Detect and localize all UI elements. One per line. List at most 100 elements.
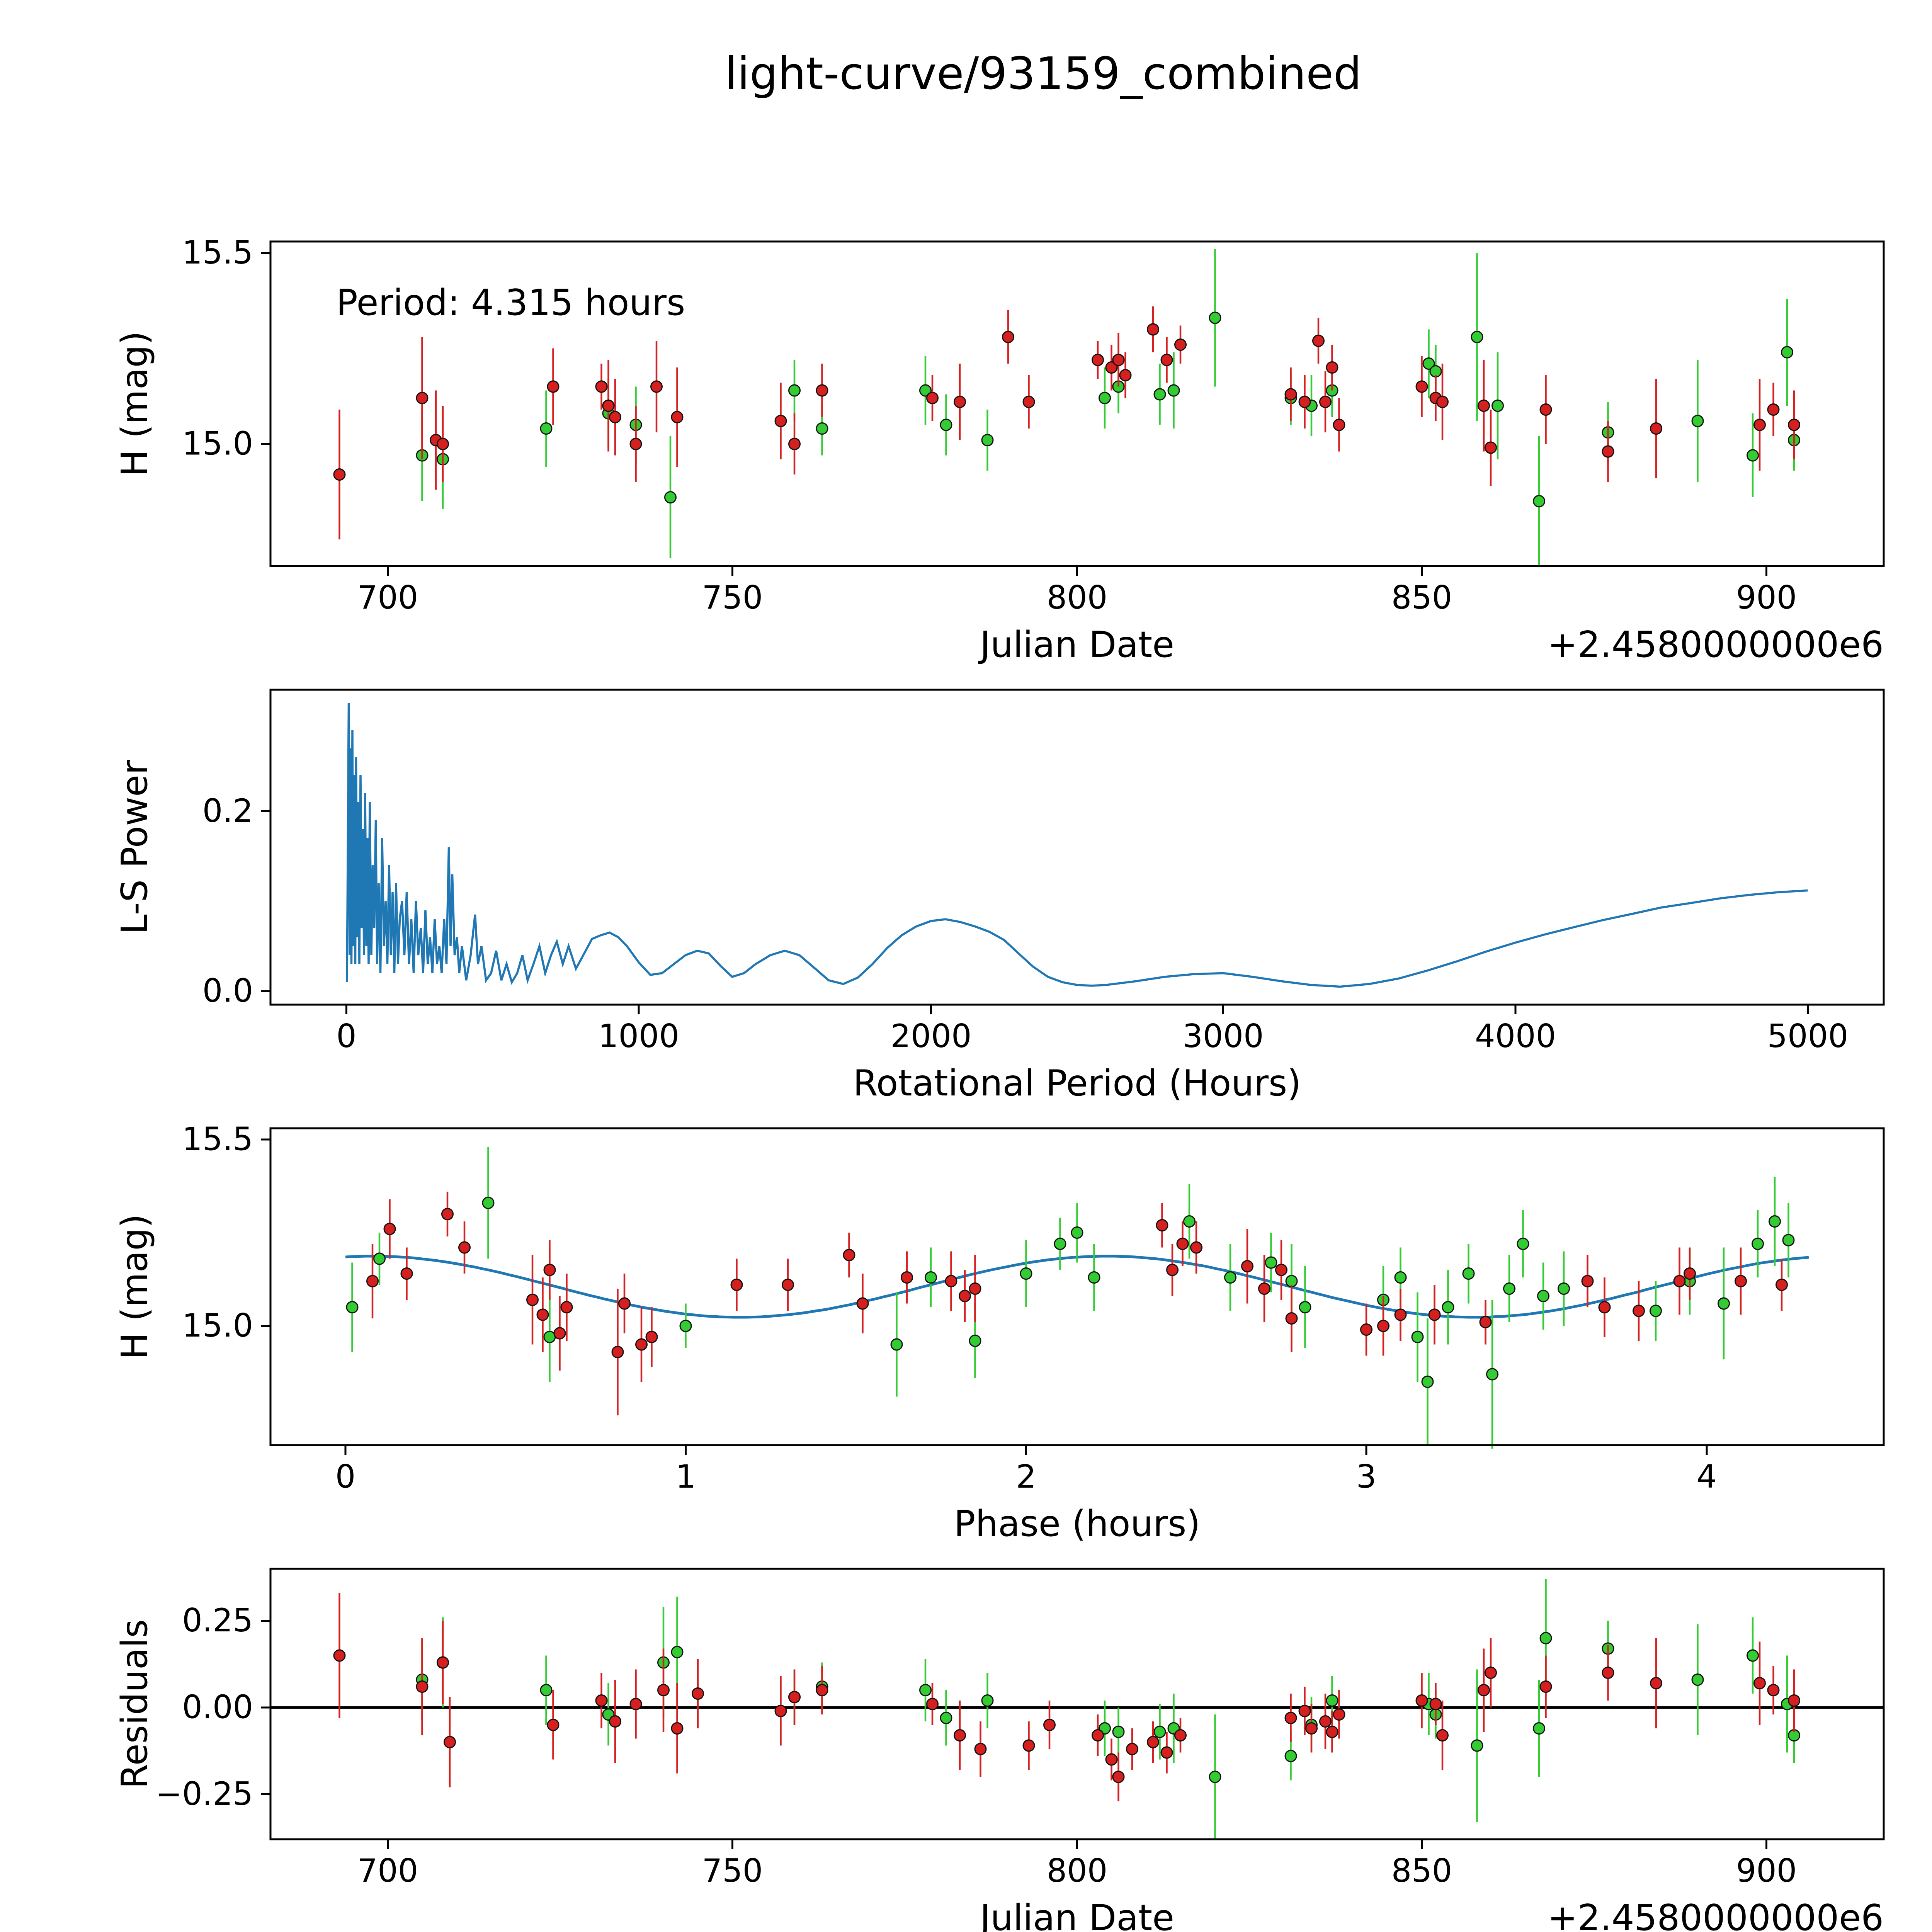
red-data-point — [333, 1649, 346, 1662]
green-data-point — [1183, 1215, 1196, 1228]
red-data-point — [788, 438, 801, 451]
red-data-point — [437, 1656, 449, 1669]
red-data-point — [444, 1736, 456, 1748]
red-data-point — [1767, 1684, 1780, 1696]
red-data-point — [1377, 1320, 1389, 1332]
red-data-point — [959, 1289, 971, 1302]
figure-title: light-curve/93159_combined — [725, 48, 1362, 100]
green-data-point — [1503, 1282, 1515, 1295]
red-data-point — [618, 1297, 631, 1310]
red-data-point — [441, 1208, 454, 1221]
green-data-point — [1782, 1234, 1795, 1247]
green-data-point — [1717, 1297, 1730, 1310]
red-data-point — [1160, 354, 1173, 366]
x-tick-label: 850 — [1391, 1852, 1452, 1889]
green-data-point — [1649, 1304, 1662, 1317]
green-data-point — [346, 1301, 359, 1313]
red-data-point — [645, 1330, 658, 1343]
panel-residuals: 700 750 800 850 900 −0.25 0.00 0.25 Julian Date +… — [114, 1568, 1885, 1932]
green-data-point — [1153, 1726, 1166, 1738]
red-data-point — [1436, 1729, 1449, 1742]
x-axis-label: Rotational Period (Hours) — [853, 1062, 1301, 1104]
green-data-point — [1411, 1330, 1424, 1343]
green-data-point — [1471, 331, 1483, 344]
x-tick-label: 700 — [357, 1852, 418, 1889]
x-tick-label: 900 — [1736, 1852, 1797, 1889]
y-axis-label: L-S Power — [114, 760, 155, 934]
y-axis-label: H (mag) — [114, 1214, 155, 1360]
red-data-point — [1650, 422, 1662, 435]
y-tick-label: 0.25 — [182, 1602, 253, 1639]
x-tick-label: 4 — [1697, 1458, 1717, 1495]
x-tick-label: 800 — [1047, 579, 1107, 616]
red-data-point — [1479, 1316, 1492, 1328]
red-data-point — [671, 1722, 684, 1735]
red-data-point — [458, 1241, 471, 1254]
green-data-point — [1768, 1215, 1781, 1228]
red-data-point — [843, 1248, 855, 1261]
x-tick-label: 2000 — [891, 1018, 972, 1055]
green-data-point — [1532, 1722, 1545, 1735]
red-data-point — [1477, 400, 1490, 412]
red-data-point — [1312, 335, 1325, 347]
y-tick-label: 15.5 — [182, 1121, 253, 1158]
red-data-point — [1415, 1694, 1428, 1707]
red-data-point — [1734, 1275, 1747, 1287]
red-data-point — [1258, 1282, 1271, 1295]
x-axis-offset-label: +2.4580000000e6 — [1548, 1897, 1884, 1932]
red-data-point — [945, 1275, 957, 1287]
red-data-point — [1484, 1666, 1497, 1679]
green-data-point — [890, 1338, 903, 1351]
x-tick-label: 750 — [702, 579, 763, 616]
red-data-point — [1146, 1736, 1159, 1748]
red-data-point — [1091, 1729, 1104, 1742]
red-data-point — [1767, 403, 1780, 416]
red-data-point — [609, 1715, 622, 1728]
red-data-point — [953, 1729, 966, 1742]
y-tick-label: 15.0 — [182, 425, 253, 463]
red-data-point — [953, 396, 966, 408]
red-data-point — [1333, 418, 1345, 431]
red-data-point — [629, 438, 642, 451]
green-data-point — [1537, 1289, 1549, 1302]
red-data-point — [547, 1718, 560, 1731]
red-data-point — [1394, 1308, 1407, 1321]
y-tick-label: 0.00 — [182, 1689, 253, 1726]
red-data-point — [609, 411, 622, 423]
red-data-point — [788, 1691, 801, 1704]
green-data-point — [924, 1271, 937, 1284]
red-data-point — [1160, 1746, 1173, 1759]
green-series — [416, 1579, 1800, 1839]
green-data-point — [1167, 384, 1180, 397]
panels-group: 700 750 800 850 900 15.0 15.5 Julian Date +2.458… — [114, 234, 1885, 1932]
green-data-point — [1153, 388, 1166, 401]
red-data-point — [692, 1687, 704, 1700]
red-data-point — [1105, 1753, 1118, 1766]
green-data-point — [1299, 1301, 1311, 1313]
red-data-point — [1632, 1304, 1645, 1317]
y-tick-label: 0.0 — [202, 973, 253, 1010]
green-data-point — [1517, 1237, 1529, 1250]
red-data-point — [774, 415, 787, 427]
green-data-point — [1265, 1256, 1277, 1269]
red-data-point — [333, 468, 346, 481]
red-data-point — [1002, 331, 1014, 344]
red-data-point — [1166, 1264, 1179, 1276]
red-data-point — [1598, 1301, 1611, 1313]
x-tick-label: 3000 — [1183, 1018, 1264, 1055]
red-data-point — [1775, 1278, 1788, 1291]
red-data-point — [1112, 1770, 1125, 1783]
red-data-point — [1285, 1312, 1298, 1325]
red-data-point — [1429, 1697, 1442, 1710]
panel-phase-folded: 0 1 2 3 4 15.0 15.5 Phase (hours) H (mag) — [114, 1121, 1885, 1544]
x-tick-label: 1 — [675, 1458, 696, 1495]
green-data-point — [1462, 1267, 1475, 1280]
green-data-point — [1209, 1770, 1221, 1783]
red-data-point — [774, 1704, 787, 1717]
red-data-point — [1105, 361, 1118, 374]
red-data-point — [1428, 1308, 1441, 1321]
panel-lightcurve-jd: 700 750 800 850 900 15.0 15.5 Julian Date +2.458… — [114, 234, 1885, 665]
green-data-point — [1491, 400, 1504, 412]
